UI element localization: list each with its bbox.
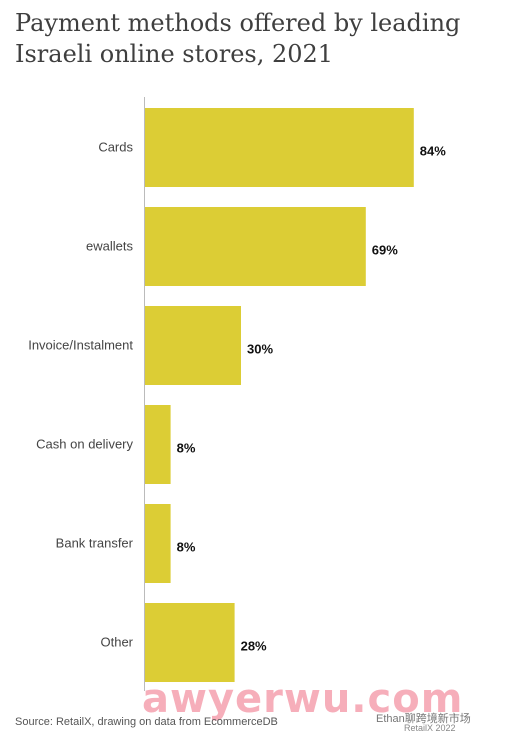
value-label: 69% xyxy=(372,243,398,258)
category-label: Other xyxy=(100,635,133,650)
chart-title: Payment methods offered by leading Israe… xyxy=(15,9,461,68)
wechat-watermark: Ethan聊跨境新市场 xyxy=(376,713,471,725)
value-label: 8% xyxy=(177,441,196,456)
value-label: 30% xyxy=(247,342,273,357)
credit-text: RetailX 2022 xyxy=(404,723,456,733)
category-label: ewallets xyxy=(86,239,133,254)
source-note: Source: RetailX, drawing on data from Ec… xyxy=(15,716,278,728)
category-label: Invoice/Instalment xyxy=(28,338,133,353)
value-labels: 84% 69% 30% 8% 8% 28% xyxy=(177,144,447,654)
category-label: Cash on delivery xyxy=(36,437,133,452)
category-label: Bank transfer xyxy=(56,536,134,551)
bar-cash-on-delivery xyxy=(145,405,171,484)
category-labels: Cards ewallets Invoice/Instalment Cash on d… xyxy=(28,140,133,650)
value-label: 84% xyxy=(420,144,446,159)
value-label: 28% xyxy=(241,639,267,654)
bar-invoice-instalment xyxy=(145,306,241,385)
watermark-text: awyerwu.com xyxy=(142,676,464,722)
category-label: Cards xyxy=(98,140,133,155)
value-label: 8% xyxy=(177,540,196,555)
bar-other xyxy=(145,603,235,682)
bar-bank-transfer xyxy=(145,504,171,583)
bars-group xyxy=(145,108,414,682)
bar-ewallets xyxy=(145,207,366,286)
bar-cards xyxy=(145,108,414,187)
